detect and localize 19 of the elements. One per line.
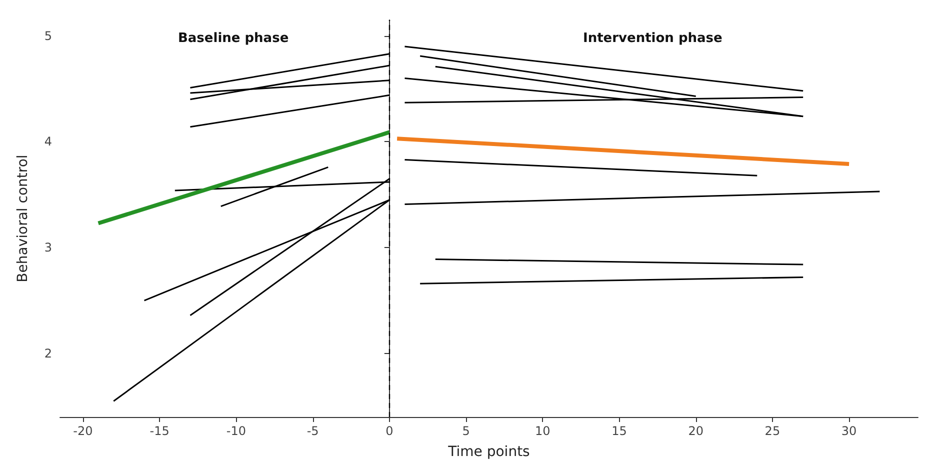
x-tick-label: -15 xyxy=(150,424,170,438)
y-tick-label: 2 xyxy=(44,346,52,360)
x-tick-label: 15 xyxy=(612,424,627,438)
x-tick-label: -10 xyxy=(226,424,246,438)
y-axis-title: Behavioral control xyxy=(15,154,31,282)
y-tick-label: 4 xyxy=(44,134,52,149)
x-tick-label: 20 xyxy=(688,424,704,438)
y-tick-label: 3 xyxy=(44,240,52,255)
annotation: Baseline phase xyxy=(178,31,289,46)
x-tick-label: -20 xyxy=(73,424,93,438)
x-tick-label: 30 xyxy=(841,424,857,438)
x-axis-title: Time points xyxy=(447,444,530,460)
x-tick-label: -5 xyxy=(306,424,319,438)
y-tick-label: 5 xyxy=(44,28,52,43)
x-tick-label: 5 xyxy=(462,424,470,438)
x-tick-label: 25 xyxy=(764,424,780,438)
annotation: Intervention phase xyxy=(583,31,723,46)
x-tick-label: 10 xyxy=(534,424,550,438)
x-tick-label: 0 xyxy=(386,424,394,438)
